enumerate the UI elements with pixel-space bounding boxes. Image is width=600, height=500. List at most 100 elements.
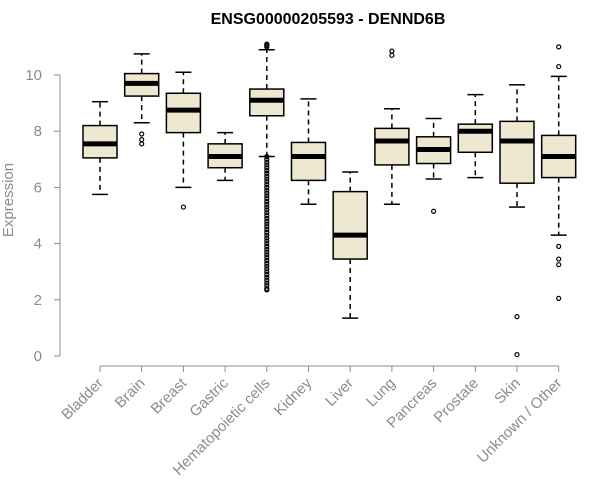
outlier-point xyxy=(139,131,145,137)
outlier-point xyxy=(264,196,270,202)
outlier-point xyxy=(264,165,270,171)
box-unknown-other xyxy=(540,44,577,301)
y-axis-label: Expression xyxy=(0,163,17,237)
outlier-point xyxy=(514,351,520,358)
iqr-box xyxy=(499,120,535,184)
box-hematopoietic-cells xyxy=(249,41,285,293)
outlier-point xyxy=(264,266,270,272)
outlier-point xyxy=(264,252,270,258)
box-liver xyxy=(332,171,368,319)
outlier-point xyxy=(139,141,145,147)
outlier-point xyxy=(264,207,270,213)
outlier-point xyxy=(514,314,520,320)
outlier-point xyxy=(264,243,270,250)
outlier-point xyxy=(264,241,270,247)
outlier-point xyxy=(264,249,270,255)
y-tick-label: 6 xyxy=(34,179,42,196)
box-bladder xyxy=(82,100,118,196)
iqr-box xyxy=(374,127,410,166)
iqr-box xyxy=(332,190,368,260)
outlier-point xyxy=(264,277,270,283)
outlier-point xyxy=(264,263,270,269)
outlier-point xyxy=(556,63,562,70)
outlier-point xyxy=(264,238,270,244)
outlier-point xyxy=(264,260,270,266)
outlier-point xyxy=(139,137,145,143)
outlier-point xyxy=(264,204,270,210)
outlier-point xyxy=(556,295,562,301)
x-tick-label: Brain xyxy=(112,375,149,412)
y-tick-label: 0 xyxy=(34,348,42,365)
box-brain xyxy=(123,53,160,147)
outlier-point xyxy=(264,212,270,219)
outlier-point xyxy=(264,201,270,207)
y-axis: 0 2 4 6 8 10 xyxy=(25,67,61,365)
boxes-group xyxy=(82,41,577,358)
y-tick-label: 10 xyxy=(25,67,42,84)
outlier-point xyxy=(264,181,270,188)
outlier-point xyxy=(264,184,270,190)
outlier-point xyxy=(264,221,270,227)
outlier-point xyxy=(264,287,270,293)
outlier-point xyxy=(264,193,270,199)
outlier-point xyxy=(264,190,270,196)
outlier-point xyxy=(431,208,437,214)
outlier-point xyxy=(264,170,270,176)
outlier-point xyxy=(264,224,270,230)
outlier-point xyxy=(389,52,395,58)
box-pancreas xyxy=(415,117,452,214)
x-tick-label: Skin xyxy=(491,375,524,408)
iqr-box xyxy=(165,92,202,134)
outlier-point xyxy=(389,48,395,54)
box-lung xyxy=(374,48,410,206)
x-tick-label: Breast xyxy=(148,374,191,417)
outlier-point xyxy=(180,204,186,210)
outlier-point xyxy=(264,257,270,264)
outlier-point xyxy=(264,187,270,193)
box-kidney xyxy=(290,98,327,206)
outlier-point xyxy=(556,44,562,50)
box-skin xyxy=(499,84,535,358)
outlier-point xyxy=(264,159,270,165)
outlier-point xyxy=(556,256,562,262)
outlier-point xyxy=(264,153,270,160)
outlier-point xyxy=(264,232,270,238)
outlier-point xyxy=(264,179,270,185)
outlier-point xyxy=(264,246,270,252)
outlier-point xyxy=(264,269,270,275)
outlier-point xyxy=(264,42,270,49)
outlier-point xyxy=(264,235,270,241)
outlier-point xyxy=(264,210,270,216)
x-tick-label: Bladder xyxy=(58,375,107,424)
outlier-point xyxy=(264,274,270,280)
box-gastric xyxy=(207,131,243,182)
chart-title: ENSG00000205593 - DENND6B xyxy=(211,11,446,28)
iqr-box xyxy=(290,141,327,182)
x-tick-label: Lung xyxy=(363,375,399,411)
box-prostate xyxy=(457,93,494,179)
outlier-point xyxy=(264,229,270,235)
iqr-box xyxy=(457,123,494,154)
y-tick-label: 4 xyxy=(34,236,42,253)
outlier-point xyxy=(264,173,270,179)
outlier-point xyxy=(556,243,562,250)
x-tick-label: Liver xyxy=(322,375,357,410)
outlier-point xyxy=(264,176,270,182)
outlier-point xyxy=(264,156,270,162)
outlier-point xyxy=(264,226,270,233)
x-tick-label: Kidney xyxy=(271,374,316,419)
y-tick-label: 8 xyxy=(34,123,42,140)
outlier-point xyxy=(264,215,270,221)
outlier-point xyxy=(264,198,270,205)
outlier-point xyxy=(264,255,270,261)
outlier-point xyxy=(264,162,270,168)
outlier-point xyxy=(264,280,270,286)
y-tick-label: 2 xyxy=(34,292,42,309)
outlier-point xyxy=(264,218,270,224)
box-breast xyxy=(165,71,202,210)
outlier-point xyxy=(264,271,270,278)
x-tick-label: Prostate xyxy=(431,375,483,427)
outlier-point xyxy=(264,167,270,174)
